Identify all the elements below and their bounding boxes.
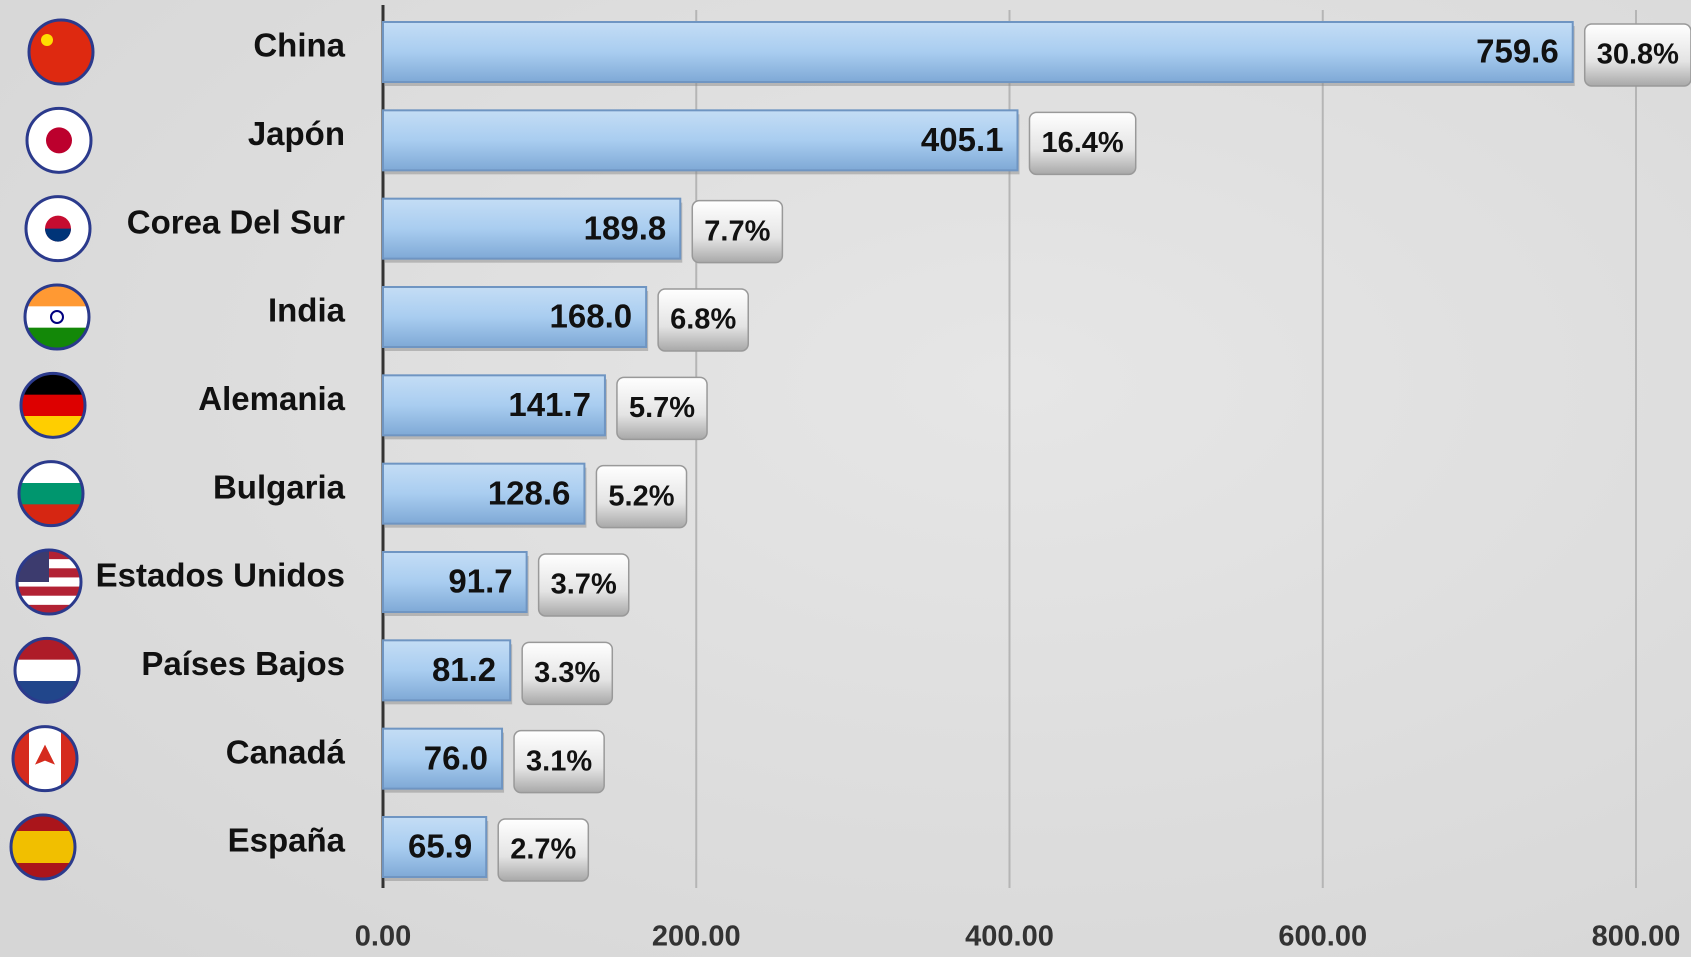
category-label: Canadá [226, 733, 346, 770]
share-label-box [521, 641, 614, 706]
x-tick-label: 600.00 [1278, 921, 1367, 953]
share-label-box [513, 729, 605, 794]
category-label: India [268, 292, 346, 329]
share-label-box [691, 199, 784, 264]
flag-dot [45, 228, 71, 242]
flag [27, 108, 91, 173]
bar [382, 374, 606, 437]
flag-border [25, 106, 93, 174]
share-label-box [497, 818, 590, 882]
category-label: Bulgaria [213, 468, 346, 505]
bar [382, 727, 504, 790]
value-label: 76.0 [424, 739, 488, 776]
share-label-box [657, 288, 749, 352]
x-tick-label: 200.00 [652, 921, 741, 953]
share-label-box [1028, 111, 1137, 176]
value-label: 759.6 [1476, 33, 1559, 70]
flag-border [11, 725, 79, 793]
flag-star [41, 34, 53, 46]
flag-leaf [35, 744, 55, 765]
flag-stripe [15, 659, 79, 682]
flag [29, 20, 93, 84]
flag-border [24, 195, 92, 263]
x-tick-label: 800.00 [1592, 921, 1681, 953]
share-label: 5.2% [608, 480, 674, 512]
flag-stripe [21, 394, 85, 417]
flag-stripe [25, 306, 89, 329]
x-tick-label: 400.00 [965, 921, 1054, 953]
category-label: Corea Del Sur [127, 203, 345, 240]
value-label: 168.0 [550, 298, 633, 335]
share-label: 2.7% [510, 834, 576, 866]
share-label-box [595, 464, 688, 529]
flag-stripe [11, 831, 75, 864]
share-label: 7.7% [704, 215, 770, 247]
share-label: 3.1% [526, 745, 592, 777]
value-label: 81.2 [432, 651, 496, 688]
share-label-box [616, 376, 708, 441]
share-label: 3.7% [551, 569, 617, 601]
category-label: Japón [248, 115, 345, 152]
value-label: 91.7 [448, 563, 512, 600]
value-label: 65.9 [408, 828, 472, 865]
flag-border [13, 636, 81, 704]
flag [26, 196, 90, 261]
flag-wheel [50, 310, 64, 324]
category-label: Estados Unidos [96, 557, 345, 594]
flag-stripe [17, 604, 81, 614]
flag-border [23, 283, 91, 351]
share-label: 3.3% [534, 657, 600, 689]
share-label-box [537, 553, 630, 617]
bar [382, 21, 1574, 83]
bar [382, 109, 1019, 172]
flag-border [19, 371, 87, 439]
flag-border [9, 813, 77, 881]
value-label: 189.8 [584, 209, 667, 246]
flag-border [17, 460, 85, 528]
value-label: 128.6 [488, 474, 571, 511]
bar [382, 639, 512, 702]
category-label: Países Bajos [141, 645, 345, 682]
x-tick-label: 0.00 [355, 921, 411, 953]
share-label: 16.4% [1041, 127, 1123, 159]
flag-border [15, 548, 83, 616]
flag-dot [46, 127, 72, 154]
value-label: 141.7 [508, 386, 591, 423]
bar [382, 462, 586, 525]
flag-stripe [17, 586, 81, 597]
flag-stripe [19, 483, 83, 505]
share-label: 5.7% [629, 392, 695, 424]
flag-stripe [17, 577, 81, 588]
value-label: 405.1 [921, 121, 1004, 158]
bar [382, 286, 648, 348]
share-label: 30.8% [1597, 39, 1679, 71]
category-label: España [228, 822, 346, 859]
category-label: China [253, 27, 345, 64]
category-label: Alemania [198, 380, 345, 417]
bar [382, 197, 682, 260]
bar [382, 816, 488, 878]
flag [13, 726, 77, 791]
flag-border [27, 18, 95, 86]
share-label: 6.8% [670, 304, 736, 336]
bar [382, 551, 528, 613]
flag-stripe [29, 20, 93, 84]
flag-stripe [17, 595, 81, 606]
